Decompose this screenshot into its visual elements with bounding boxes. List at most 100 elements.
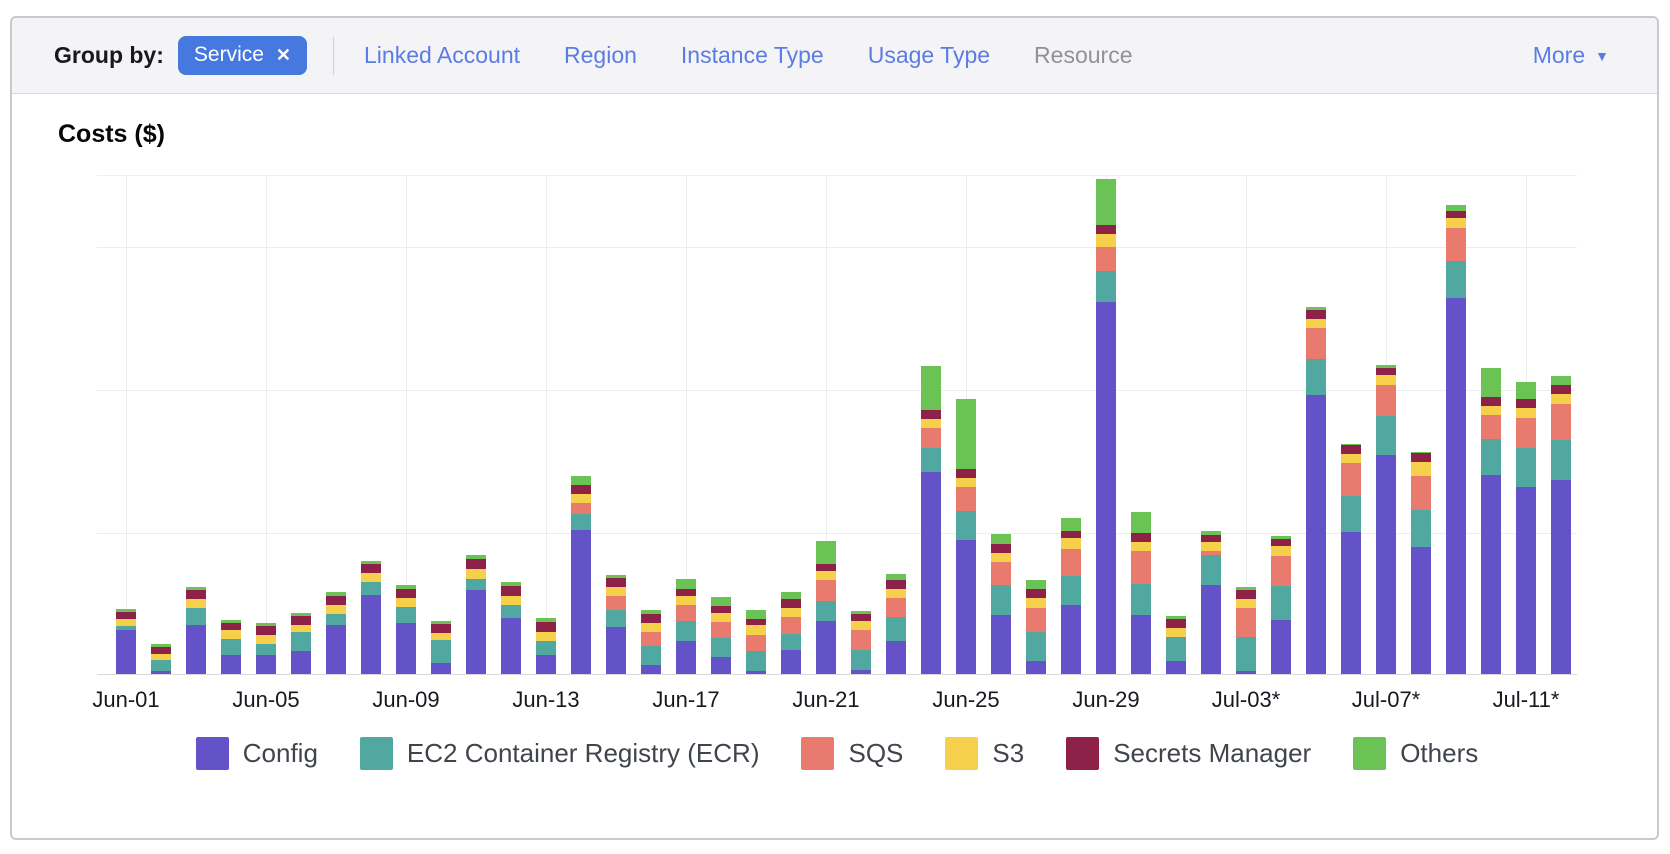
service-chip[interactable]: Service ✕	[177, 36, 308, 75]
bar-segment-config[interactable]	[1131, 615, 1151, 674]
bar-segment-sqs[interactable]	[956, 487, 976, 511]
bar-segment-s3[interactable]	[886, 589, 906, 598]
bar-segment-config[interactable]	[1201, 585, 1221, 674]
bar-segment-config[interactable]	[1551, 480, 1571, 674]
bar-segment-secrets-manager[interactable]	[1446, 211, 1466, 218]
bar-segment-config[interactable]	[1341, 532, 1361, 674]
bar-segment-s3[interactable]	[641, 623, 661, 632]
bar-segment-secrets-manager[interactable]	[921, 410, 941, 419]
bar-segment-config[interactable]	[1026, 661, 1046, 674]
bar-segment-secrets-manager[interactable]	[816, 564, 836, 571]
bar-segment-s3[interactable]	[291, 625, 311, 632]
bar-segment-others[interactable]	[921, 366, 941, 410]
bar-segment-secrets-manager[interactable]	[1306, 310, 1326, 319]
bar-segment-secrets-manager[interactable]	[746, 619, 766, 625]
bar-segment-others[interactable]	[1446, 205, 1466, 211]
bar-segment-ecr[interactable]	[1131, 584, 1151, 615]
bar-segment-ecr[interactable]	[1376, 416, 1396, 455]
bar-segment-sqs[interactable]	[746, 635, 766, 651]
bar-segment-ecr[interactable]	[1446, 261, 1466, 298]
bar-segment-s3[interactable]	[606, 587, 626, 596]
bar-segment-config[interactable]	[1306, 395, 1326, 674]
bar-jun-09[interactable]	[396, 585, 416, 674]
bar-segment-others[interactable]	[1306, 307, 1326, 310]
bar-segment-secrets-manager[interactable]	[186, 590, 206, 599]
bar-segment-secrets-manager[interactable]	[221, 623, 241, 630]
bar-segment-s3[interactable]	[1446, 218, 1466, 228]
bar-segment-config[interactable]	[116, 630, 136, 674]
bar-jun-20[interactable]	[781, 592, 801, 674]
bar-segment-s3[interactable]	[116, 619, 136, 626]
bar-jun-24[interactable]	[921, 366, 941, 674]
bar-segment-others[interactable]	[501, 582, 521, 586]
bar-segment-ecr[interactable]	[1516, 448, 1536, 487]
legend-item-others[interactable]: Others	[1353, 737, 1478, 770]
bar-segment-secrets-manager[interactable]	[571, 485, 591, 494]
bar-segment-s3[interactable]	[746, 625, 766, 635]
bar-segment-config[interactable]	[956, 540, 976, 674]
group-by-link-region[interactable]: Region	[564, 42, 637, 68]
bar-segment-others[interactable]	[571, 476, 591, 485]
bar-segment-others[interactable]	[851, 611, 871, 614]
bar-segment-secrets-manager[interactable]	[1166, 619, 1186, 628]
bar-jun-17[interactable]	[676, 579, 696, 674]
bar-segment-s3[interactable]	[1306, 319, 1326, 328]
bar-segment-secrets-manager[interactable]	[501, 586, 521, 596]
bar-segment-sqs[interactable]	[571, 503, 591, 514]
bar-jun-15[interactable]	[606, 575, 626, 674]
bar-segment-sqs[interactable]	[1516, 418, 1536, 448]
bar-jun-08[interactable]	[361, 561, 381, 674]
bar-segment-secrets-manager[interactable]	[116, 612, 136, 619]
bar-segment-config[interactable]	[1411, 547, 1431, 674]
bar-segment-sqs[interactable]	[1551, 404, 1571, 440]
bar-segment-ecr[interactable]	[431, 640, 451, 663]
bar-segment-ecr[interactable]	[326, 614, 346, 625]
bar-segment-secrets-manager[interactable]	[256, 626, 276, 635]
bar-segment-config[interactable]	[326, 625, 346, 674]
bar-segment-s3[interactable]	[1411, 462, 1431, 476]
bar-segment-secrets-manager[interactable]	[606, 578, 626, 587]
bar-segment-ecr[interactable]	[1551, 440, 1571, 480]
bar-jun-02[interactable]	[151, 644, 171, 674]
bar-segment-others[interactable]	[1236, 587, 1256, 590]
bar-segment-config[interactable]	[1271, 620, 1291, 674]
legend-item-ecr[interactable]: EC2 Container Registry (ECR)	[359, 737, 759, 770]
bar-segment-others[interactable]	[781, 592, 801, 599]
bar-segment-ecr[interactable]	[956, 511, 976, 540]
bar-segment-sqs[interactable]	[851, 630, 871, 650]
bar-segment-ecr[interactable]	[1411, 510, 1431, 547]
bar-segment-s3[interactable]	[781, 608, 801, 617]
bar-segment-ecr[interactable]	[116, 626, 136, 630]
bar-segment-sqs[interactable]	[1411, 476, 1431, 510]
bar-segment-config[interactable]	[851, 670, 871, 674]
bar-jun-14[interactable]	[571, 476, 591, 674]
bar-segment-config[interactable]	[186, 625, 206, 674]
bar-segment-ecr[interactable]	[1166, 637, 1186, 661]
bar-segment-config[interactable]	[711, 657, 731, 674]
bar-segment-s3[interactable]	[1096, 234, 1116, 247]
bar-segment-config[interactable]	[1446, 298, 1466, 674]
bar-segment-secrets-manager[interactable]	[956, 469, 976, 478]
bar-segment-s3[interactable]	[151, 654, 171, 660]
bar-segment-config[interactable]	[151, 671, 171, 674]
bar-segment-others[interactable]	[186, 587, 206, 590]
bar-segment-s3[interactable]	[711, 613, 731, 622]
bar-segment-s3[interactable]	[1516, 408, 1536, 418]
bar-segment-secrets-manager[interactable]	[536, 622, 556, 632]
bar-segment-config[interactable]	[501, 618, 521, 674]
bar-jun-07[interactable]	[326, 592, 346, 674]
bar-jul-03[interactable]	[1236, 587, 1256, 674]
bar-segment-others[interactable]	[1201, 531, 1221, 535]
bar-segment-ecr[interactable]	[1481, 439, 1501, 475]
bar-segment-secrets-manager[interactable]	[361, 564, 381, 573]
bar-jun-06[interactable]	[291, 613, 311, 674]
chip-close-icon[interactable]: ✕	[275, 45, 292, 65]
bar-jun-11[interactable]	[466, 555, 486, 674]
bar-segment-s3[interactable]	[1026, 598, 1046, 608]
bar-segment-s3[interactable]	[676, 596, 696, 605]
bar-segment-ecr[interactable]	[466, 579, 486, 590]
bar-segment-secrets-manager[interactable]	[431, 624, 451, 633]
bar-segment-secrets-manager[interactable]	[1096, 225, 1116, 234]
bar-segment-config[interactable]	[921, 472, 941, 674]
bar-segment-secrets-manager[interactable]	[1551, 385, 1571, 394]
